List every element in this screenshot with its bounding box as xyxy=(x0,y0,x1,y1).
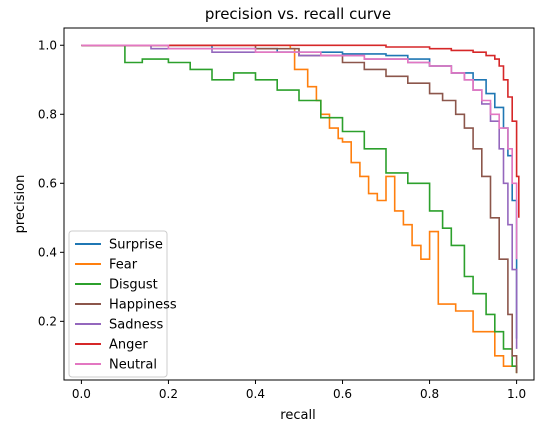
legend-label-fear: Fear xyxy=(109,258,138,273)
x-tick-label: 1.0 xyxy=(507,387,526,401)
x-tick-label: 0.2 xyxy=(159,387,178,401)
y-tick-label: 1.0 xyxy=(38,38,57,52)
series-line-neutral xyxy=(81,44,518,260)
x-axis-label: recall xyxy=(280,408,315,423)
legend-label-happiness: Happiness xyxy=(109,298,177,313)
chart-title: precision vs. recall curve xyxy=(205,5,391,23)
legend-label-anger: Anger xyxy=(109,338,148,353)
series-line-anger xyxy=(81,44,520,218)
x-tick-label: 0.4 xyxy=(246,387,265,401)
legend-box xyxy=(68,230,168,378)
y-tick-label: 0.2 xyxy=(38,314,57,328)
x-tick-label: 0.8 xyxy=(420,387,439,401)
legend-label-disgust: Disgust xyxy=(109,278,158,293)
y-axis-label: precision xyxy=(13,175,28,234)
x-tick-label: 0.0 xyxy=(72,387,91,401)
legend-label-neutral: Neutral xyxy=(109,358,157,373)
plot-series xyxy=(81,44,520,374)
series-line-disgust xyxy=(81,44,518,374)
y-axis-ticks: 0.2 0.4 0.6 0.8 1.0 xyxy=(38,38,64,328)
y-tick-label: 0.8 xyxy=(38,107,57,121)
y-tick-label: 0.6 xyxy=(38,176,57,190)
plot-frame xyxy=(63,27,535,381)
legend-label-surprise: Surprise xyxy=(109,238,163,253)
legend-label-sadness: Sadness xyxy=(109,318,163,333)
y-tick-label: 0.4 xyxy=(38,245,57,259)
x-tick-label: 0.6 xyxy=(333,387,352,401)
legend: Surprise Fear Disgust Happiness Sadness Anger… xyxy=(68,230,177,378)
x-axis-ticks: 0.0 0.2 0.4 0.6 0.8 1.0 xyxy=(72,380,526,401)
